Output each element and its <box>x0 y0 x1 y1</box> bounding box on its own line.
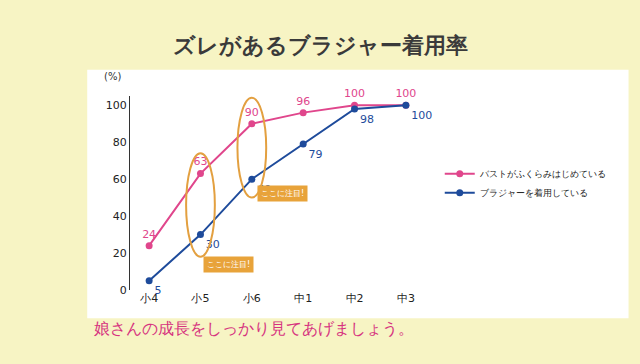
svg-text:100: 100 <box>395 87 416 100</box>
svg-text:60: 60 <box>257 183 271 196</box>
svg-text:小4: 小4 <box>140 292 158 305</box>
svg-text:ズレがあるブラジャー着用率: ズレがあるブラジャー着用率 <box>173 33 468 58</box>
svg-text:100: 100 <box>106 99 127 112</box>
svg-text:中3: 中3 <box>397 292 415 305</box>
svg-text:100: 100 <box>411 109 432 122</box>
svg-text:90: 90 <box>245 106 259 119</box>
svg-text:79: 79 <box>309 148 323 161</box>
svg-text:24: 24 <box>142 228 156 241</box>
svg-text:60: 60 <box>113 173 127 186</box>
svg-text:小6: 小6 <box>243 292 261 305</box>
svg-text:小5: 小5 <box>191 292 209 305</box>
svg-text:(%): (%) <box>104 71 121 82</box>
svg-text:バストがふくらみはじめている: バストがふくらみはじめている <box>479 169 606 179</box>
svg-text:40: 40 <box>113 210 127 223</box>
svg-text:娘さんの成長をしっかり見てあげましょう。: 娘さんの成長をしっかり見てあげましょう。 <box>94 319 414 338</box>
svg-text:20: 20 <box>113 247 127 260</box>
svg-text:100: 100 <box>344 87 365 100</box>
svg-text:96: 96 <box>296 95 310 108</box>
svg-text:中2: 中2 <box>346 292 364 305</box>
svg-text:0: 0 <box>120 284 127 297</box>
svg-text:5: 5 <box>155 284 162 297</box>
svg-text:30: 30 <box>206 238 220 251</box>
svg-text:80: 80 <box>113 136 127 149</box>
svg-text:ここに注目!: ここに注目! <box>261 189 304 198</box>
svg-text:ここに注目!: ここに注目! <box>207 260 250 269</box>
svg-text:63: 63 <box>193 155 207 168</box>
svg-text:ブラジャーを着用している: ブラジャーを着用している <box>480 188 588 198</box>
svg-text:中1: 中1 <box>294 292 312 305</box>
svg-text:98: 98 <box>360 113 374 126</box>
